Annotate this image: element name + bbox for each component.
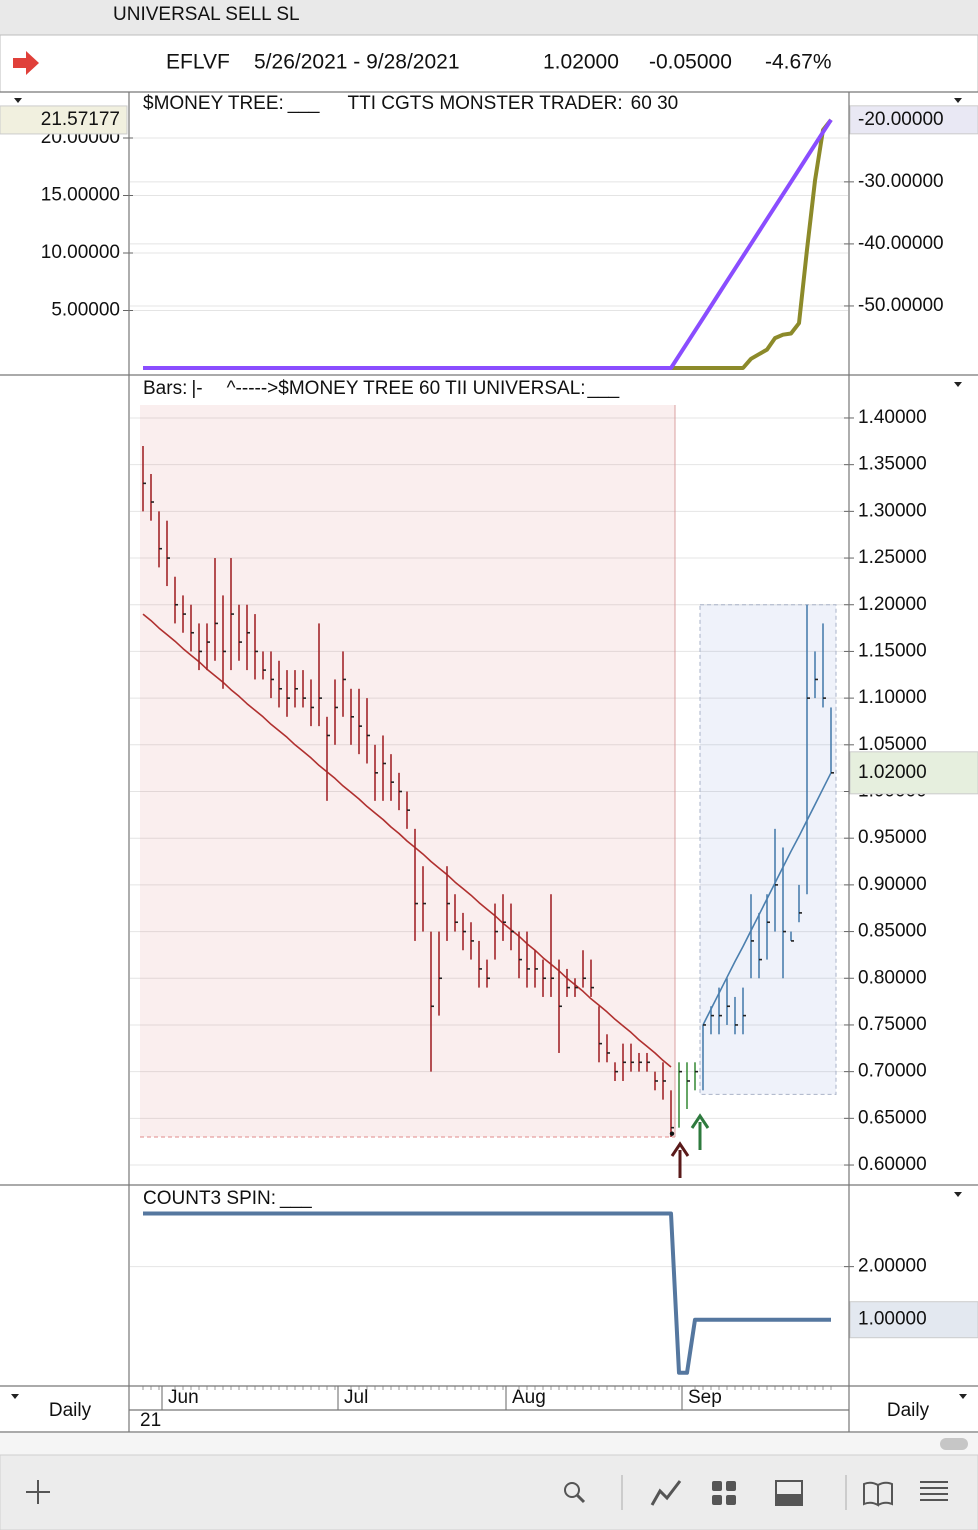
y-tick-label: 0.95000: [858, 827, 927, 848]
symbol: EFLVF: [166, 51, 230, 74]
chart-type-button[interactable]: [650, 1480, 682, 1506]
search-button[interactable]: [564, 1482, 580, 1498]
series-line: [143, 1211, 831, 1375]
y-tick-label: 1.15000: [858, 640, 927, 661]
legend-params: 60 30: [631, 93, 679, 114]
scroll-thumb[interactable]: [940, 1438, 968, 1450]
period-left[interactable]: Daily: [49, 1400, 92, 1421]
pane-menu[interactable]: [14, 98, 22, 103]
value-badge: [849, 1301, 978, 1339]
date-range: 5/26/2021 - 9/28/2021: [254, 51, 460, 74]
y-tick-label: 1.10000: [858, 687, 927, 708]
value-badge-label: 1.02000: [858, 762, 927, 783]
legend-marker: |-: [191, 378, 202, 399]
value-badge-label: 21.57177: [41, 109, 120, 130]
period-right[interactable]: Daily: [887, 1400, 930, 1421]
value-badge-label: -20.00000: [858, 109, 944, 130]
legend-label: COUNT3 SPIN:: [143, 1188, 276, 1209]
y-tick-label: 1.40000: [858, 407, 927, 428]
direction-icon: [13, 51, 39, 75]
y-tick-label: 1.20000: [858, 594, 927, 615]
x-tick-label: Jul: [344, 1387, 368, 1408]
toolbar-icons: [26, 1475, 948, 1510]
y-tick-label: 0.90000: [858, 874, 927, 895]
y-tick-label: 0.85000: [858, 921, 927, 942]
x-tick-label: Jun: [168, 1387, 199, 1408]
symbol-bar: [0, 34, 978, 93]
pane-menu[interactable]: [954, 382, 962, 387]
y-tick-label: 0.70000: [858, 1061, 927, 1082]
window-title: UNIVERSAL SELL SL: [113, 4, 300, 25]
y-tick-label: 1.05000: [858, 734, 927, 755]
confirm-arrow: [690, 1113, 710, 1150]
y-tick-label: 1.25000: [858, 547, 927, 568]
percent-change: -4.67%: [765, 51, 832, 74]
add-button[interactable]: [26, 1480, 50, 1504]
legend-marker: ___: [587, 378, 620, 399]
pane-frames: [0, 91, 978, 1433]
legend-marker: ___: [287, 93, 320, 114]
y-tick-label: 1.35000: [858, 454, 927, 475]
legend-marker: ___: [279, 1188, 312, 1209]
buy-arrow: [670, 1141, 690, 1178]
y-tick-label: -30.00000: [858, 171, 944, 192]
scroll-track: [0, 1433, 978, 1455]
buy-zone: [699, 604, 837, 1095]
notes-button[interactable]: [863, 1481, 893, 1507]
y-tick-label: 10.00000: [41, 242, 120, 263]
chart-area: 5.0000010.0000015.0000020.00000-30.00000…: [0, 93, 978, 1431]
y-tick-label: 1.30000: [858, 500, 927, 521]
y-tick-label: -50.00000: [858, 295, 944, 316]
x-year-label: 21: [140, 1410, 161, 1431]
value-badge: [849, 751, 978, 795]
x-tick-label: Sep: [688, 1387, 722, 1408]
legend-label: TTI CGTS MONSTER TRADER:: [348, 93, 623, 114]
y-tick-label: 0.65000: [858, 1107, 927, 1128]
pane-menus: [11, 98, 967, 1399]
signal-dot: [669, 1131, 675, 1136]
period-menu[interactable]: [959, 1394, 967, 1399]
y-tick-label: 0.60000: [858, 1154, 927, 1175]
y-tick-label: 0.75000: [858, 1014, 927, 1035]
period-menu[interactable]: [11, 1394, 19, 1399]
x-tick-label: Aug: [512, 1387, 546, 1408]
value-badge: [0, 105, 128, 135]
price-change: -0.05000: [649, 51, 732, 74]
y-tick-label: 15.00000: [41, 185, 120, 206]
sell-zone: [140, 405, 675, 1138]
legend-label: ^----->$MONEY TREE 60 TII UNIVERSAL:: [227, 378, 586, 399]
value-badge: [849, 105, 978, 135]
value-badge-label: 1.00000: [858, 1309, 927, 1330]
y-tick-label: -40.00000: [858, 233, 944, 254]
menu-button[interactable]: [920, 1481, 948, 1501]
series-line: [143, 118, 833, 370]
layout-button[interactable]: [712, 1481, 736, 1505]
legend-label: Bars:: [143, 378, 187, 399]
y-tick-label: 5.00000: [51, 300, 120, 321]
legend-label: $MONEY TREE:: [143, 93, 284, 114]
y-tick-label: 2.00000: [858, 1256, 927, 1277]
title-bar: [0, 0, 978, 35]
pane-menu[interactable]: [954, 1192, 962, 1197]
pane-menu[interactable]: [954, 98, 962, 103]
series-line: [142, 613, 672, 1068]
last-price: 1.02000: [543, 51, 619, 74]
toolbar: [0, 1454, 978, 1530]
y-tick-label: 0.80000: [858, 967, 927, 988]
